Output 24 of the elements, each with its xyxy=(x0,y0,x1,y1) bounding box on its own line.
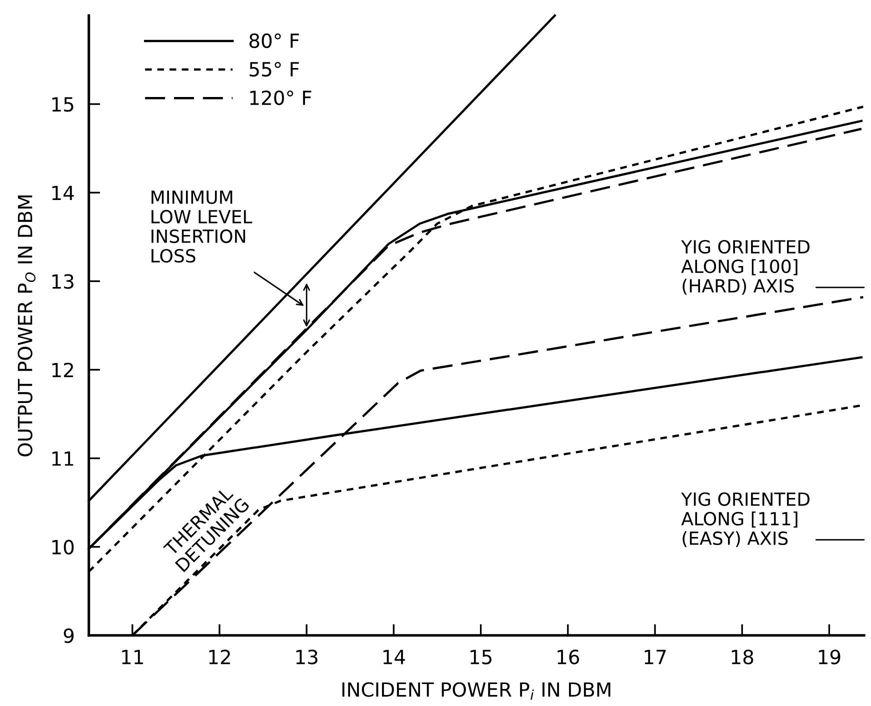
y-tick-label: 11 xyxy=(52,452,74,466)
y-tick-label: 14 xyxy=(52,186,74,200)
x-tick-label: 14 xyxy=(383,650,405,664)
legend-label: 55° F xyxy=(250,62,299,77)
x-tick-label: 16 xyxy=(558,650,580,664)
x-tick-label: 11 xyxy=(122,650,143,664)
x-tick-label: 12 xyxy=(209,650,230,664)
x-tick-label: 19 xyxy=(818,650,840,664)
x-tick-label: 17 xyxy=(644,650,666,664)
y-tick-label: 15 xyxy=(52,97,74,112)
legend-label: 80° F xyxy=(249,33,299,48)
y-tick-label: 12 xyxy=(52,362,74,378)
y-tick-label: 13 xyxy=(52,274,74,289)
annotation: YIG ORIENTED ALONG [100] (HARD) AXIS xyxy=(681,240,810,295)
x-axis-title: INCIDENT POWER P$_{i}$ IN DBM xyxy=(342,682,610,700)
legend-label: 120° F xyxy=(250,90,312,106)
x-tick-label: 13 xyxy=(296,650,318,664)
y-axis-title: OUTPUT POWER P$_{O}$ IN DBM xyxy=(18,196,36,456)
x-tick-label: 15 xyxy=(470,650,492,664)
x-tick-label: 18 xyxy=(732,650,754,664)
y-tick-label: 10 xyxy=(52,540,74,555)
y-tick-label: 9 xyxy=(64,628,74,644)
annotation: MINIMUM LOW LEVEL INSERTION LOSS xyxy=(152,190,252,263)
annotation: YIG ORIENTED ALONG [111] (EASY) AXIS xyxy=(681,492,810,548)
